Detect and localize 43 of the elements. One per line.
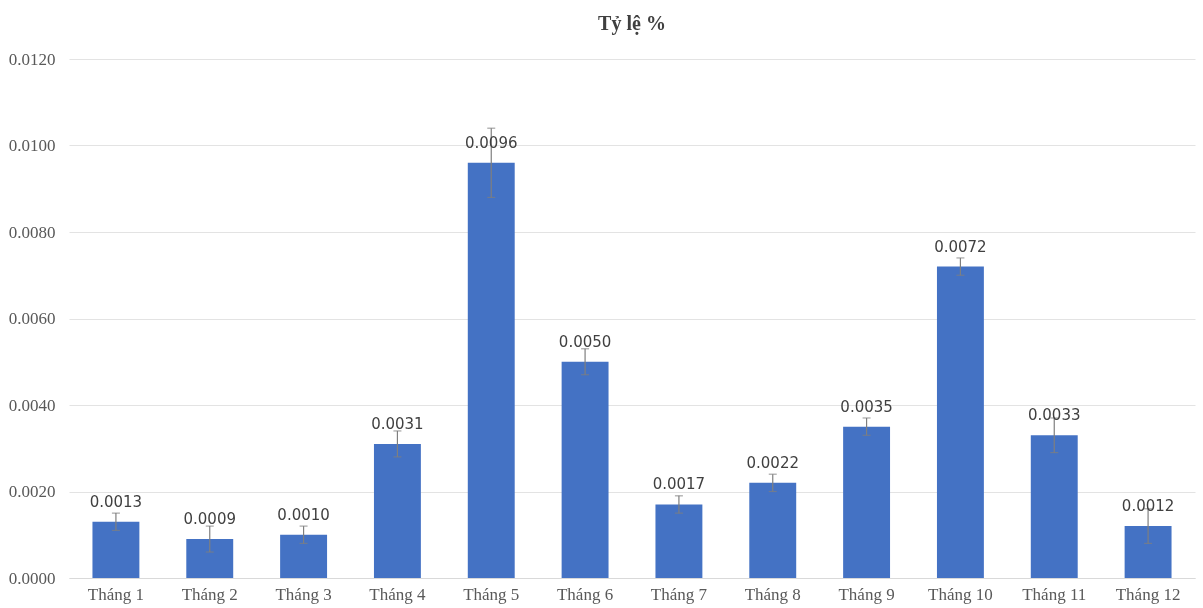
data-label: 0.0022 [746,453,799,472]
y-tick-label: 0.0100 [8,136,56,155]
x-tick-label: Tháng 3 [275,584,332,604]
bar [186,539,234,578]
bar [561,361,609,578]
data-label: 0.0072 [934,237,987,256]
data-label: 0.0017 [652,475,706,494]
x-tick-label: Tháng 1 [87,584,145,604]
y-tick-label: 0.0000 [8,568,56,588]
bar [467,162,515,578]
data-label: 0.0031 [371,414,424,433]
y-tick-label: 0.0040 [8,395,56,415]
data-label: 0.0009 [183,510,236,529]
bar [1124,526,1172,578]
data-label: 0.0010 [277,505,330,524]
chart-title: Tỷ lệ % [598,12,666,35]
bar [280,534,328,578]
x-tick-label: Tháng 6 [556,584,614,604]
x-tick-label: Tháng 9 [838,584,895,604]
bar [749,482,797,578]
data-label: 0.0033 [1028,406,1081,425]
x-tick-label: Tháng 7 [650,584,708,604]
bar [655,504,703,578]
x-tick-label: Tháng 2 [181,584,238,604]
data-label: 0.0013 [89,492,143,511]
y-tick-label: 0.0120 [8,49,56,69]
y-tick-label: 0.0020 [8,482,56,501]
data-label: 0.0035 [840,397,893,416]
x-tick-label: Tháng 10 [928,584,993,604]
bar [92,521,140,578]
data-label: 0.0050 [558,332,612,351]
data-label: 0.0012 [1121,497,1175,516]
x-tick-label: Tháng 11 [1022,584,1087,604]
x-tick-label: Tháng 8 [744,584,801,604]
bar [843,426,891,578]
x-tick-label: Tháng 5 [463,584,520,604]
x-tick-label: Tháng 12 [1115,584,1181,604]
bar [1030,435,1078,578]
x-tick-label: Tháng 4 [369,584,426,604]
bar [373,443,421,578]
bar [936,266,984,578]
y-tick-label: 0.0080 [8,222,56,242]
y-tick-label: 0.0060 [8,309,56,328]
